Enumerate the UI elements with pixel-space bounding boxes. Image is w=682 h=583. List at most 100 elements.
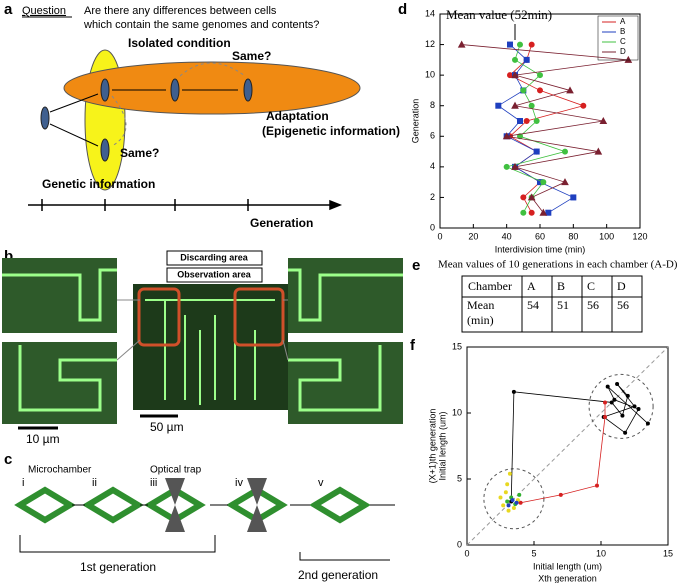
legend-label: B xyxy=(620,27,625,36)
point xyxy=(514,500,519,505)
point xyxy=(636,407,641,412)
table-cell: 51 xyxy=(557,298,569,312)
step: iv xyxy=(235,477,243,489)
panel-letter: c xyxy=(4,451,12,468)
point xyxy=(620,413,625,418)
label: 2nd generation xyxy=(298,568,378,582)
cells xyxy=(40,78,253,162)
isolated-ellipse xyxy=(63,61,361,115)
point xyxy=(510,498,515,503)
diagonal xyxy=(466,346,669,546)
micrographs xyxy=(2,258,403,424)
step: ii xyxy=(92,477,97,489)
marker xyxy=(457,40,466,48)
marker xyxy=(503,163,510,170)
marker xyxy=(533,148,540,155)
x-tick-label: 0 xyxy=(437,231,442,241)
label: Generation xyxy=(250,216,313,230)
marker xyxy=(511,101,519,109)
marker xyxy=(570,194,577,201)
y-tick-label: 5 xyxy=(457,473,462,483)
x-tick-label: 0 xyxy=(464,548,469,558)
step: v xyxy=(318,477,324,489)
marker xyxy=(545,209,552,216)
point xyxy=(558,492,563,497)
label: 1st generation xyxy=(80,560,156,574)
point xyxy=(603,414,608,419)
marker xyxy=(517,41,523,48)
point xyxy=(505,482,510,487)
marker xyxy=(507,72,513,79)
x-tick-label: 60 xyxy=(535,231,545,241)
label: Microchamber xyxy=(28,465,92,476)
point xyxy=(625,393,630,398)
trajectory xyxy=(520,402,606,504)
y-axis-label: (X+1)th generation xyxy=(427,409,437,484)
marker xyxy=(511,71,519,79)
series-line xyxy=(497,44,575,214)
chambers xyxy=(14,486,371,524)
marker xyxy=(517,118,523,124)
step: iii xyxy=(150,477,157,489)
marker xyxy=(507,41,513,48)
point xyxy=(615,381,620,386)
point xyxy=(623,430,628,435)
panel-letter: a xyxy=(4,1,13,18)
point xyxy=(503,490,508,495)
y-tick-label: 2 xyxy=(430,192,435,202)
marker xyxy=(520,194,527,201)
label: Isolated condition xyxy=(128,36,231,50)
question: Are there any differences between cells xyxy=(84,5,277,17)
arrows xyxy=(19,504,395,561)
label: (Epigenetic information) xyxy=(262,124,400,138)
marker xyxy=(566,86,574,94)
label: Genetic information xyxy=(42,177,155,191)
table-cell: 56 xyxy=(617,298,629,312)
legend-box xyxy=(597,15,639,61)
y-axis-label: Generation xyxy=(410,99,420,144)
y-tick-label: 4 xyxy=(430,161,435,171)
trajectory xyxy=(510,383,649,502)
table-header: Chamber xyxy=(468,279,512,293)
series-line xyxy=(509,44,585,213)
table-grid xyxy=(461,275,643,333)
y-tick-label: 10 xyxy=(425,70,435,80)
table-header: A xyxy=(527,279,536,293)
marker xyxy=(580,102,587,109)
point xyxy=(506,503,511,508)
legend-label: A xyxy=(620,17,626,26)
point xyxy=(506,508,511,513)
table-title: Mean values of 10 generations in each ch… xyxy=(438,259,678,271)
point xyxy=(594,483,599,488)
label: Optical trap xyxy=(150,465,202,476)
point xyxy=(511,389,516,394)
trap xyxy=(165,478,267,532)
y-tick-label: 6 xyxy=(430,131,435,141)
scale-label: 10 µm xyxy=(26,432,60,446)
marker xyxy=(539,208,548,216)
point xyxy=(511,506,516,511)
marker xyxy=(537,72,543,79)
marker xyxy=(523,118,530,124)
point xyxy=(645,421,650,426)
table-header: B xyxy=(557,279,565,293)
marker xyxy=(511,162,519,170)
marker xyxy=(528,102,535,109)
x-tick-label: 10 xyxy=(596,548,606,558)
marker xyxy=(523,56,530,63)
marker xyxy=(562,148,568,155)
marker xyxy=(495,102,502,109)
timeline xyxy=(28,199,343,211)
panel-letter: d xyxy=(398,1,407,18)
x-axis-label: Interdivision time (min) xyxy=(495,244,586,254)
cluster xyxy=(483,468,545,530)
marker xyxy=(520,87,527,94)
x-axis-label: Xth generation xyxy=(538,573,597,583)
point xyxy=(505,499,510,504)
row-label-box: Mean (min) xyxy=(467,298,494,327)
scale-label: 50 µm xyxy=(150,420,184,434)
y-tick-label: 10 xyxy=(452,407,462,417)
marker xyxy=(624,55,633,63)
y-tick-label: 0 xyxy=(430,222,435,232)
